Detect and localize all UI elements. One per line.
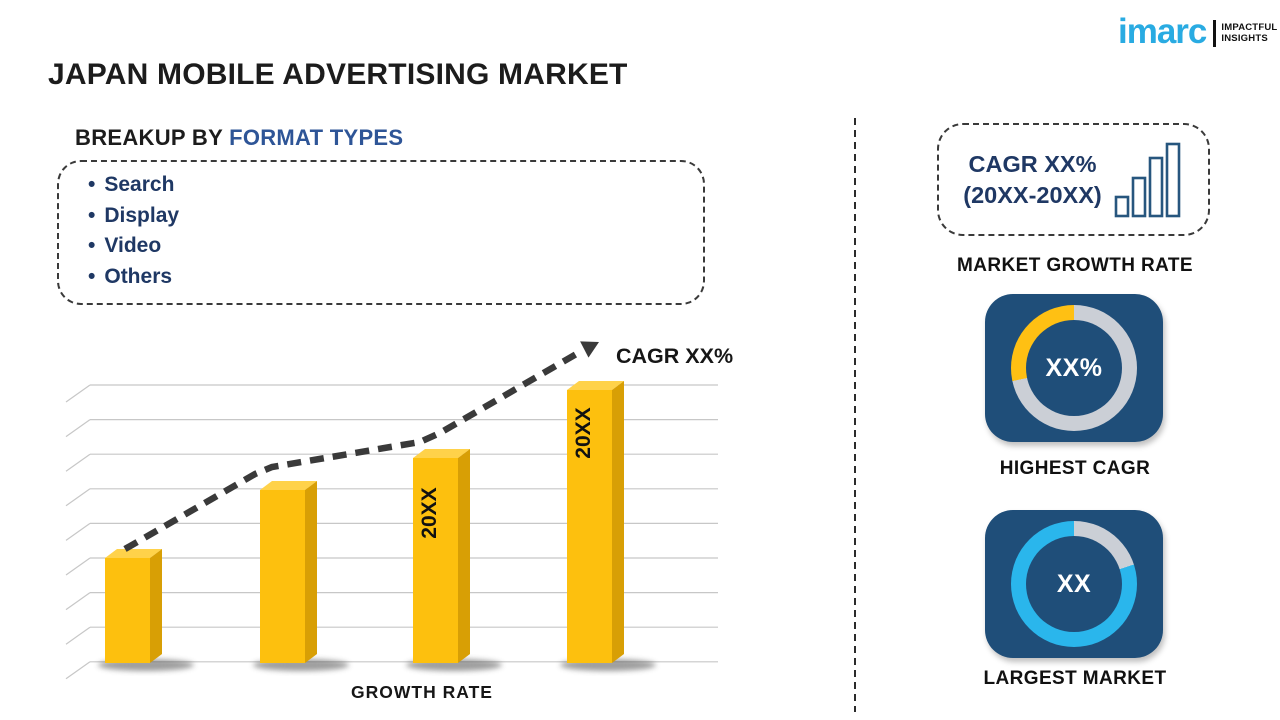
breakup-heading-highlight: FORMAT TYPES <box>229 125 404 150</box>
cagr-line1: CAGR XX% <box>968 150 1097 177</box>
trend-line <box>123 350 580 552</box>
logo-tagline: IMPACTFUL INSIGHTS <box>1221 21 1278 45</box>
bullet-icon: • <box>88 234 96 257</box>
bar-3-label: 20XX <box>418 487 441 538</box>
logo-tagline-line2: INSIGHTS <box>1221 32 1268 44</box>
largest-market-card: XX <box>985 510 1163 658</box>
bar-2 <box>260 481 317 663</box>
bullet-icon: • <box>88 264 96 288</box>
highest-cagr-value: XX% <box>1045 353 1103 382</box>
logo-tagline-line1: IMPACTFUL <box>1221 21 1278 33</box>
largest-market-value: XX <box>1056 569 1092 598</box>
list-item: • Others <box>88 262 179 293</box>
breakup-item-video: Video <box>104 234 162 257</box>
imarc-logo: imarc IMPACTFUL INSIGHTS <box>1118 14 1277 49</box>
logo-wordmark: imarc <box>1118 12 1207 51</box>
breakup-item-display: Display <box>104 203 180 227</box>
list-item: • Video <box>88 231 179 262</box>
market-growth-rate-box: CAGR XX% (20XX-20XX) <box>937 123 1210 236</box>
cagr-value-text: CAGR XX% (20XX-20XX) <box>963 149 1101 210</box>
cagr-line2: (20XX-20XX) <box>963 181 1102 208</box>
bar-chart-icon <box>1114 142 1181 217</box>
bar-3: 20XX <box>413 449 470 663</box>
list-item: • Search <box>88 170 179 201</box>
page-title: JAPAN MOBILE ADVERTISING MARKET <box>48 58 628 91</box>
highest-cagr-donut-chart: XX% <box>1011 305 1137 431</box>
cagr-annotation: CAGR XX% <box>616 344 733 368</box>
market-growth-rate-label: MARKET GROWTH RATE <box>957 255 1193 276</box>
breakup-heading-prefix: BREAKUP BY <box>75 125 230 150</box>
bar-1 <box>105 549 162 663</box>
bullet-icon: • <box>88 203 96 227</box>
section-divider <box>854 118 856 712</box>
breakup-dashed-box <box>57 160 705 305</box>
highest-cagr-card: XX% <box>985 294 1163 442</box>
largest-market-label: LARGEST MARKET <box>983 668 1167 689</box>
breakup-item-others: Others <box>104 264 173 288</box>
x-axis-label: GROWTH RATE <box>351 682 493 702</box>
bullet-icon: • <box>88 173 96 196</box>
breakup-list: • Search • Display • Video • Others <box>88 170 179 292</box>
bar-4: 20XX <box>567 381 624 663</box>
logo-divider <box>1213 20 1217 47</box>
breakup-heading: BREAKUP BY FORMAT TYPES <box>75 125 403 151</box>
highest-cagr-label: HIGHEST CAGR <box>999 458 1151 479</box>
largest-market-donut-chart: XX <box>1011 521 1137 647</box>
list-item: • Display <box>88 201 179 232</box>
bar-4-label: 20XX <box>572 407 595 458</box>
trend-arrowhead-icon <box>580 341 599 358</box>
breakup-item-search: Search <box>104 173 175 196</box>
